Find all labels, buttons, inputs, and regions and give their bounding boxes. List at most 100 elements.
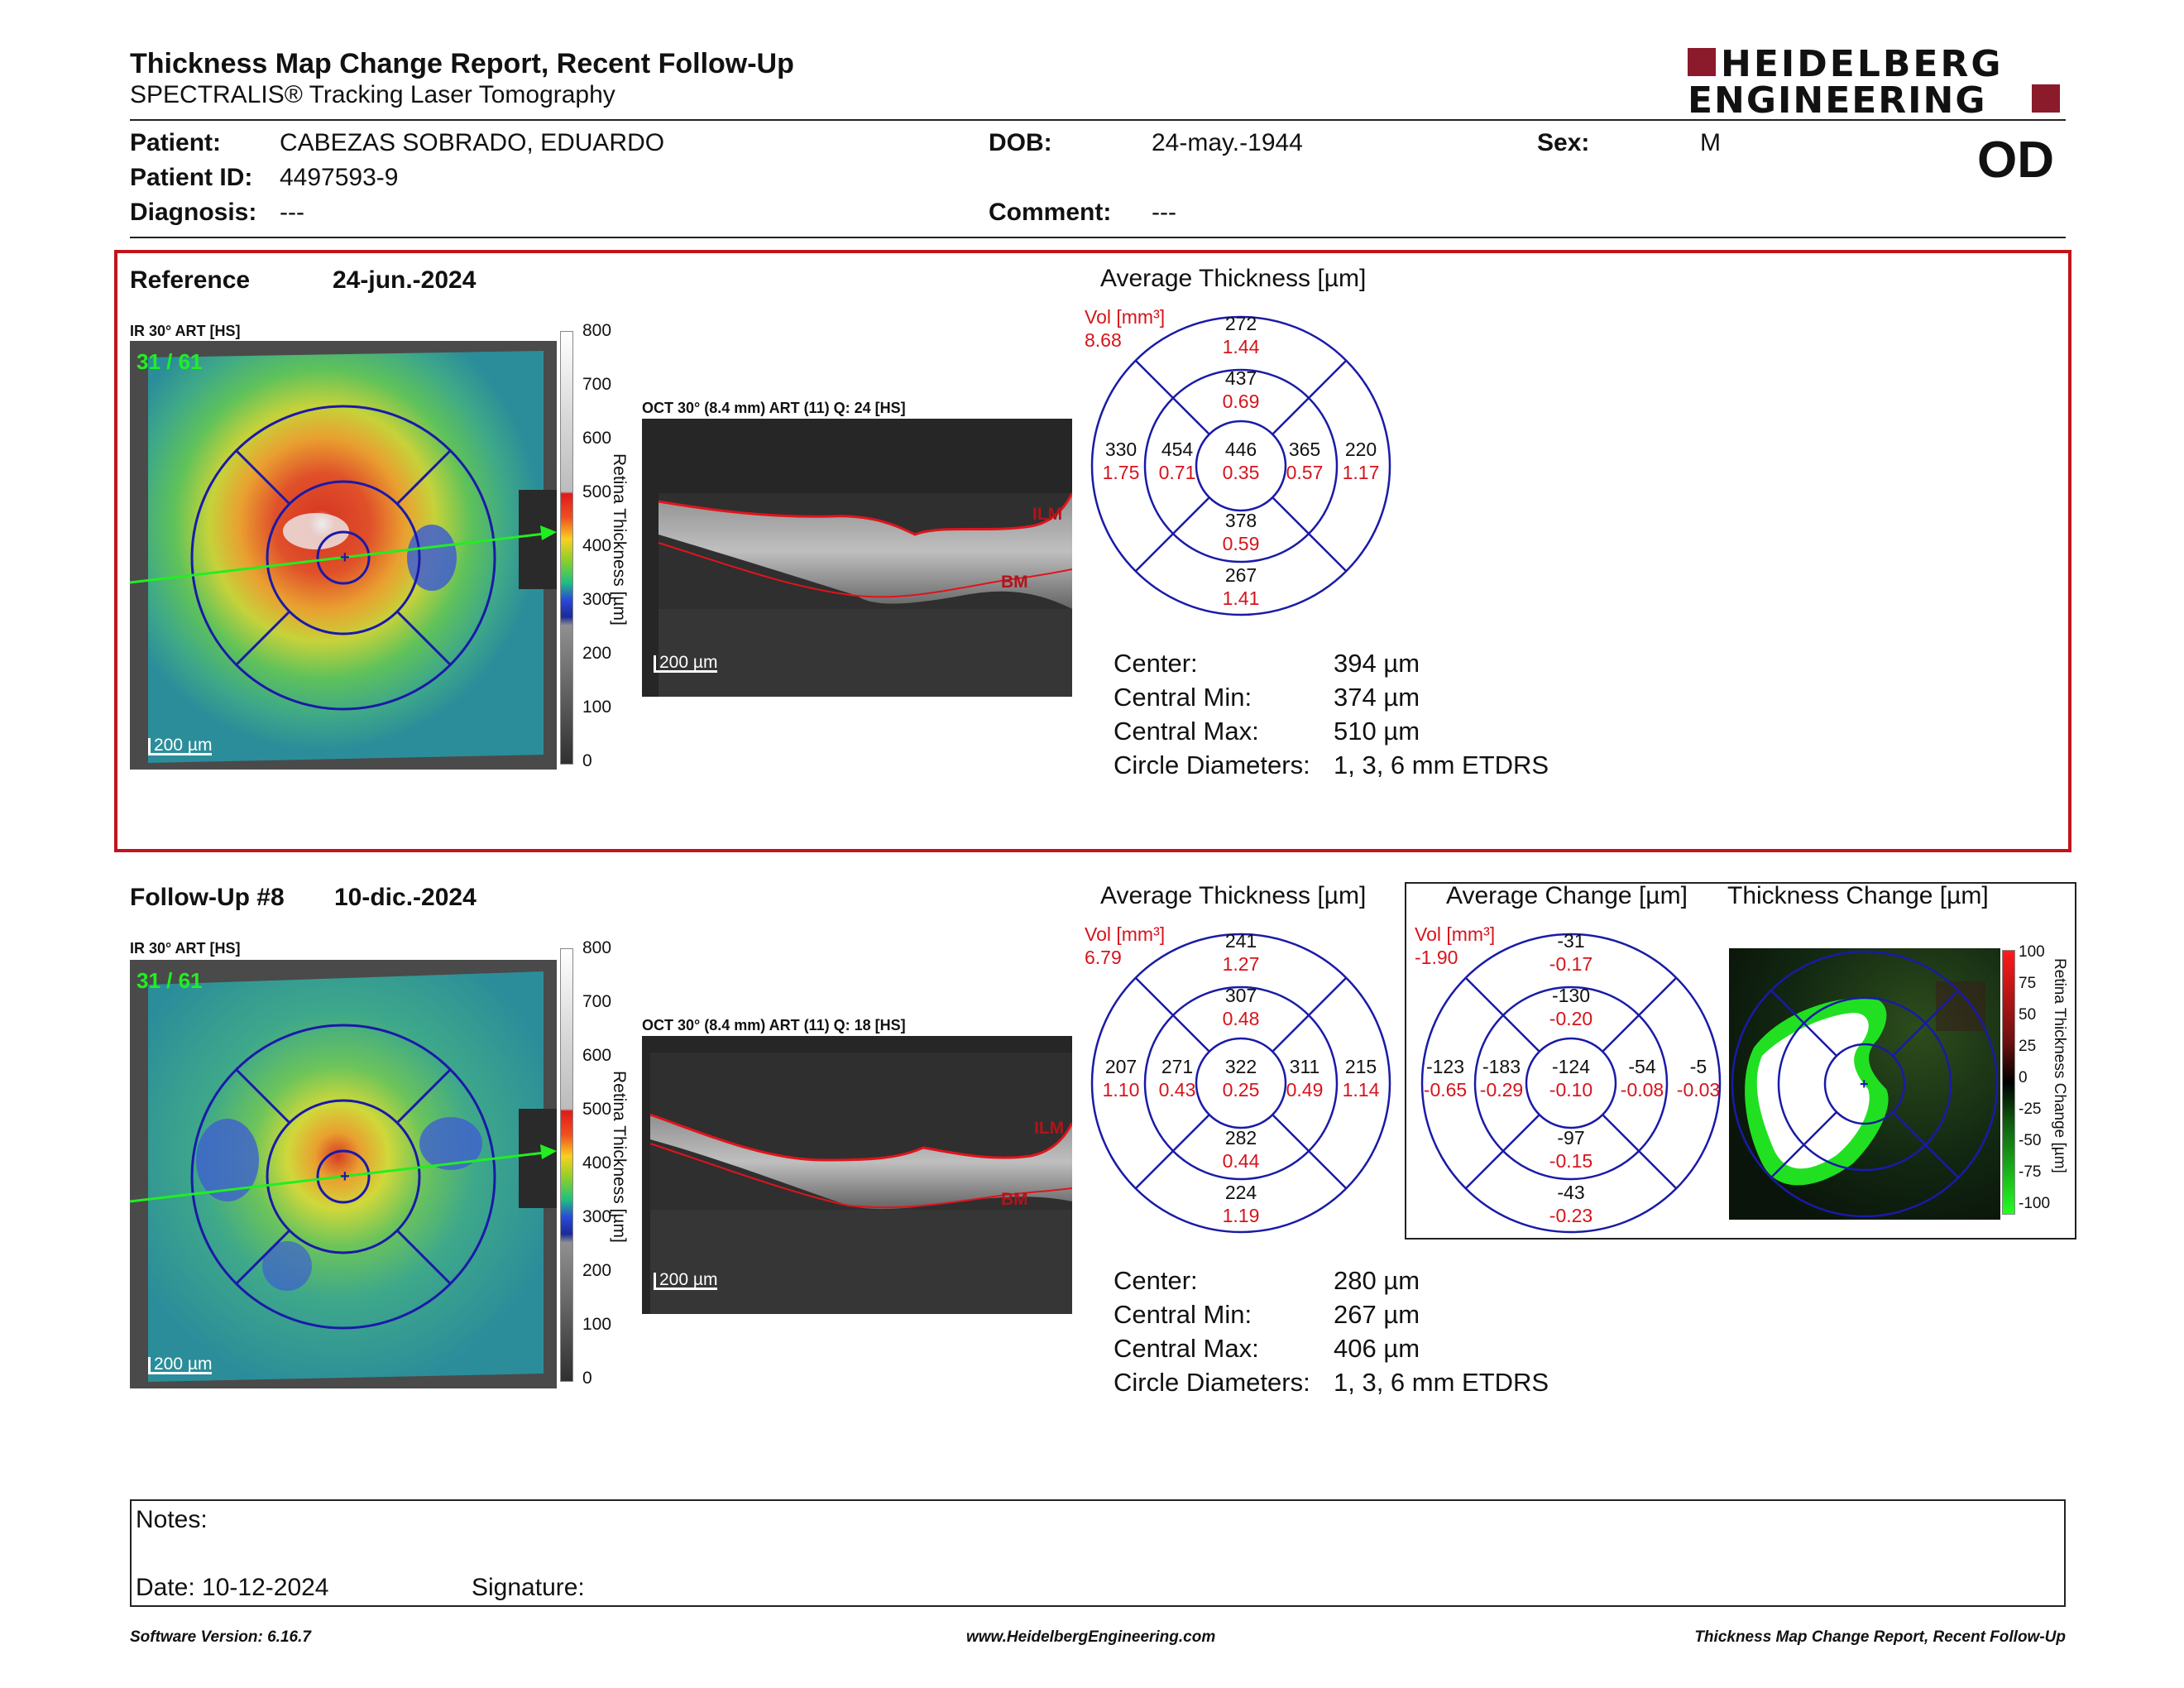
ref-etdrs-grid xyxy=(1088,313,1394,619)
fu-bm-label: BM xyxy=(1001,1190,1028,1209)
chg-tick: 75 xyxy=(2019,975,2037,992)
ref-frame-counter: 31 / 61 xyxy=(136,349,203,374)
chg-tick: -75 xyxy=(2019,1163,2042,1181)
chg-center: -124 xyxy=(1551,1056,1591,1077)
notes-box[interactable] xyxy=(130,1499,2066,1607)
ref-ilm-label: ILM xyxy=(1032,505,1063,524)
thickness-change-map[interactable]: + xyxy=(1729,948,2000,1220)
comment-value: --- xyxy=(1152,199,1176,226)
fu-oct-label: OCT 30° (8.4 mm) ART (11) Q: 18 [HS] xyxy=(642,1017,906,1033)
fu-oct-svg xyxy=(642,1036,1072,1314)
fu-outer-right-vol: 1.14 xyxy=(1342,1079,1380,1101)
ref-inner-right-vol: 0.57 xyxy=(1286,462,1324,483)
thickness-change-svg: + xyxy=(1729,948,2000,1220)
change-panel xyxy=(1405,882,2076,1240)
sex-label: Sex: xyxy=(1537,129,1590,156)
ref-vol-label: Vol [mm³] xyxy=(1085,306,1166,328)
fu-tick: 600 xyxy=(582,1046,612,1065)
logo-square-bottom xyxy=(2032,84,2060,113)
ref-tick: 800 xyxy=(582,321,612,340)
ref-inner-top: 437 xyxy=(1224,367,1257,389)
signature-label: Signature: xyxy=(472,1574,585,1601)
change-colorbar-ticks: 100 75 50 25 0 -25 -50 -75 -100 xyxy=(2019,943,2076,1225)
header-divider xyxy=(130,119,2066,121)
heidelberg-logo: HEIDELBERG ENGINEERING xyxy=(1688,43,2068,122)
ref-bm-label: BM xyxy=(1001,573,1028,592)
change-etdrs-grid xyxy=(1418,930,1724,1236)
fu-ir-label: IR 30° ART [HS] xyxy=(130,940,241,957)
fu-ir-scalebar: 200 µm xyxy=(148,1355,213,1374)
chg-outer-top: -31 xyxy=(1557,930,1585,952)
ref-colorbar-ticks: 800 700 600 500 400 300 200 100 0 xyxy=(582,321,615,770)
ref-ir-label: IR 30° ART [HS] xyxy=(130,323,241,339)
chg-inner-bottom-vol: -0.15 xyxy=(1549,1150,1593,1172)
fu-inner-top-vol: 0.48 xyxy=(1222,1008,1260,1029)
ref-inner-left-vol: 0.71 xyxy=(1158,462,1196,483)
fu-inner-left-vol: 0.43 xyxy=(1158,1079,1196,1101)
fu-inner-right-vol: 0.49 xyxy=(1286,1079,1324,1101)
fu-outer-bottom-vol: 1.19 xyxy=(1222,1205,1260,1226)
fu-frame-counter: 31 / 61 xyxy=(136,968,203,993)
fu-tick: 700 xyxy=(582,992,612,1011)
ref-min-value: 374 µm xyxy=(1334,683,1420,712)
fu-min-value: 267 µm xyxy=(1334,1300,1420,1329)
ref-thickness-map-svg: + xyxy=(130,341,557,770)
comment-label: Comment: xyxy=(989,199,1112,226)
logo-line1: HEIDELBERG xyxy=(1721,43,2004,85)
diagnosis-value: --- xyxy=(280,199,304,226)
fu-grid-values: 241 1.27 307 0.48 207 1.10 271 0.43 322 … xyxy=(1088,930,1394,1236)
ref-ir-scalebar: 200 µm xyxy=(148,736,213,755)
logo-line2: ENGINEERING xyxy=(1688,79,1987,122)
change-etdrs-svg xyxy=(1420,933,1722,1234)
ref-tick: 400 xyxy=(582,536,612,555)
change-colorbar xyxy=(2002,950,2015,1215)
notes-label: Notes: xyxy=(136,1506,208,1533)
ref-avg-title: Average Thickness [µm] xyxy=(1100,265,1367,292)
fu-outer-top: 241 xyxy=(1224,930,1257,952)
fu-tick: 500 xyxy=(582,1100,612,1119)
patient-id-value: 4497593-9 xyxy=(280,164,399,191)
fu-center-vol: 0.25 xyxy=(1222,1079,1260,1101)
chg-tick: -25 xyxy=(2019,1101,2042,1118)
ref-thickness-map[interactable]: + 31 / 61 200 µm xyxy=(130,341,557,770)
reference-frame xyxy=(114,250,2071,852)
dob-value: 24-may.-1944 xyxy=(1152,129,1303,156)
ref-oct-svg xyxy=(642,419,1072,697)
diagnosis-label: Diagnosis: xyxy=(130,199,257,226)
dob-label: DOB: xyxy=(989,129,1052,156)
ref-outer-left: 330 xyxy=(1104,439,1138,460)
followup-label: Follow-Up #8 xyxy=(130,884,285,911)
ref-tick: 700 xyxy=(582,375,612,394)
ref-oct-scalebar: 200 µm xyxy=(654,654,718,673)
fu-oct-scalebar: 200 µm xyxy=(654,1271,718,1290)
ref-inner-bottom: 378 xyxy=(1224,510,1257,531)
fu-thickness-map[interactable]: + 31 / 61 200 µm xyxy=(130,960,557,1388)
fu-avg-title: Average Thickness [µm] xyxy=(1100,882,1367,909)
fu-inner-top: 307 xyxy=(1224,985,1257,1006)
report-title: Thickness Map Change Report, Recent Foll… xyxy=(130,48,794,79)
fu-outer-bottom: 224 xyxy=(1224,1182,1257,1203)
fu-oct-scan[interactable]: ILM BM 200 µm xyxy=(642,1036,1072,1314)
chg-inner-top: -130 xyxy=(1551,985,1591,1006)
ref-oct-scan[interactable]: ILM BM 200 µm xyxy=(642,419,1072,697)
ref-center-value: 394 µm xyxy=(1334,649,1420,678)
fu-tick: 0 xyxy=(582,1369,592,1388)
ref-inner-left: 454 xyxy=(1161,439,1194,460)
patient-id-label: Patient ID: xyxy=(130,164,253,191)
fu-tick: 300 xyxy=(582,1207,612,1226)
ref-outer-top: 272 xyxy=(1224,313,1257,334)
ref-etdrs-svg xyxy=(1090,315,1391,616)
patient-label: Patient: xyxy=(130,129,222,156)
chg-tick: -50 xyxy=(2019,1132,2042,1149)
fu-outer-top-vol: 1.27 xyxy=(1222,953,1260,975)
fu-max-label: Central Max: xyxy=(1114,1334,1259,1363)
svg-text:+: + xyxy=(340,549,350,567)
fu-tick: 800 xyxy=(582,938,612,957)
fu-inner-bottom: 282 xyxy=(1224,1127,1257,1149)
ref-center-vol: 0.35 xyxy=(1222,462,1260,483)
footer-website[interactable]: www.HeidelbergEngineering.com xyxy=(966,1628,1216,1646)
eye-label: OD xyxy=(1977,132,2054,189)
chg-outer-right-vol: -0.03 xyxy=(1676,1079,1721,1101)
chg-tick: 50 xyxy=(2019,1006,2037,1024)
fu-colorbar-title: Retina Thickness [µm] xyxy=(610,1071,629,1243)
